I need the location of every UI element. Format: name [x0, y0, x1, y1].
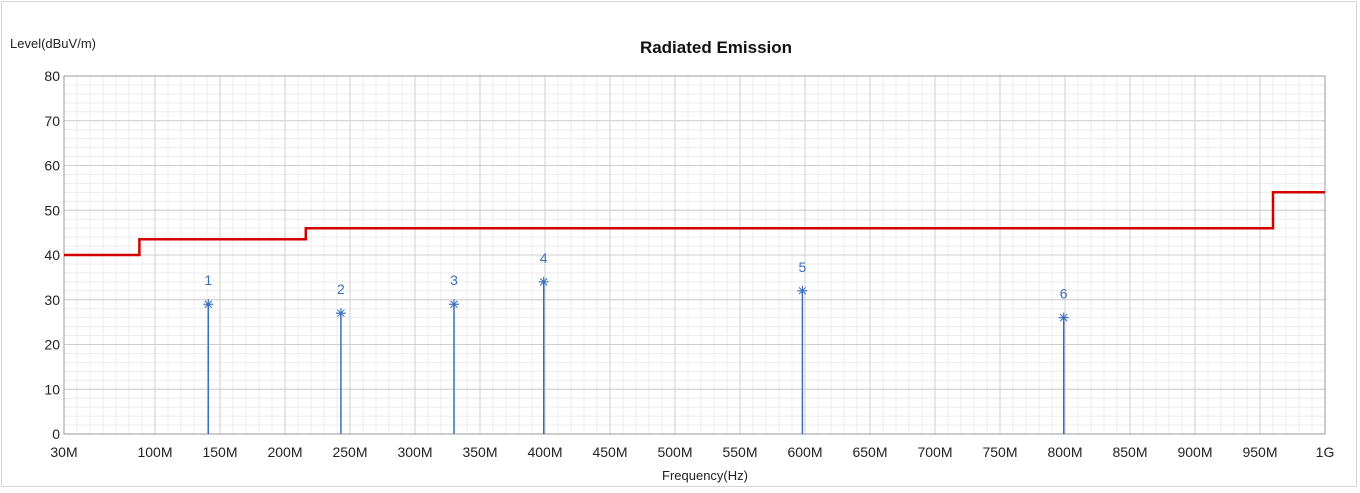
marker-4: 4	[538, 250, 549, 434]
marker-label: 6	[1060, 286, 1068, 302]
x-tick-label: 250M	[332, 444, 367, 460]
x-tick-label: 350M	[462, 444, 497, 460]
x-tick-label: 900M	[1177, 444, 1212, 460]
y-tick-label: 10	[44, 381, 60, 397]
x-tick-label: 950M	[1242, 444, 1277, 460]
x-tick-label: 1G	[1316, 444, 1335, 460]
x-tick-label: 100M	[137, 444, 172, 460]
marker-star-d2	[450, 300, 458, 309]
limit-line	[64, 191, 1325, 257]
series-layer	[64, 191, 1325, 257]
x-tick-label: 200M	[267, 444, 302, 460]
marker-label: 1	[204, 272, 212, 288]
x-tick-label: 30M	[50, 444, 77, 460]
y-tick-label: 60	[44, 158, 60, 174]
y-tick-label: 50	[44, 202, 60, 218]
x-tick-label: 150M	[202, 444, 237, 460]
marker-3: 3	[449, 272, 459, 434]
grid	[64, 76, 1325, 434]
x-tick-label: 600M	[787, 444, 822, 460]
y-axis-label: Level(dBuV/m)	[10, 36, 96, 51]
tick-labels: 0 10 20 30 40 50 60 70 80 30M 100M 150M 200M 250M 300M…	[44, 68, 1334, 460]
marker-star-d2	[798, 286, 807, 295]
x-tick-label: 500M	[657, 444, 692, 460]
y-tick-label: 30	[44, 292, 60, 308]
x-tick-label: 450M	[592, 444, 627, 460]
marker-star-d2	[337, 309, 345, 318]
marker-1: 1	[203, 272, 214, 434]
marker-5: 5	[797, 259, 808, 434]
x-tick-label: 650M	[852, 444, 887, 460]
x-tick-label: 850M	[1112, 444, 1147, 460]
marker-star-d2	[539, 277, 548, 286]
y-tick-label: 70	[44, 113, 60, 129]
marker-label: 5	[799, 259, 807, 275]
markers-layer: 1 2 3 4 5 6	[203, 250, 1069, 434]
x-tick-label: 550M	[722, 444, 757, 460]
marker-label: 2	[337, 281, 345, 297]
y-tick-label: 80	[44, 68, 60, 84]
marker-star-d2	[1059, 313, 1068, 322]
y-tick-label: 20	[44, 337, 60, 353]
marker-star-d2	[204, 300, 213, 309]
y-tick-label: 0	[52, 426, 60, 442]
marker-label: 3	[450, 272, 458, 288]
marker-label: 4	[540, 250, 548, 266]
x-axis-label: Frequency(Hz)	[662, 468, 748, 483]
marker-6: 6	[1058, 286, 1069, 434]
chart-title: Radiated Emission	[640, 38, 792, 57]
marker-2: 2	[335, 281, 346, 434]
x-tick-label: 750M	[982, 444, 1017, 460]
x-tick-label: 700M	[917, 444, 952, 460]
y-tick-label: 40	[44, 247, 60, 263]
x-tick-label: 800M	[1047, 444, 1082, 460]
x-tick-label: 300M	[397, 444, 432, 460]
x-tick-label: 400M	[527, 444, 562, 460]
